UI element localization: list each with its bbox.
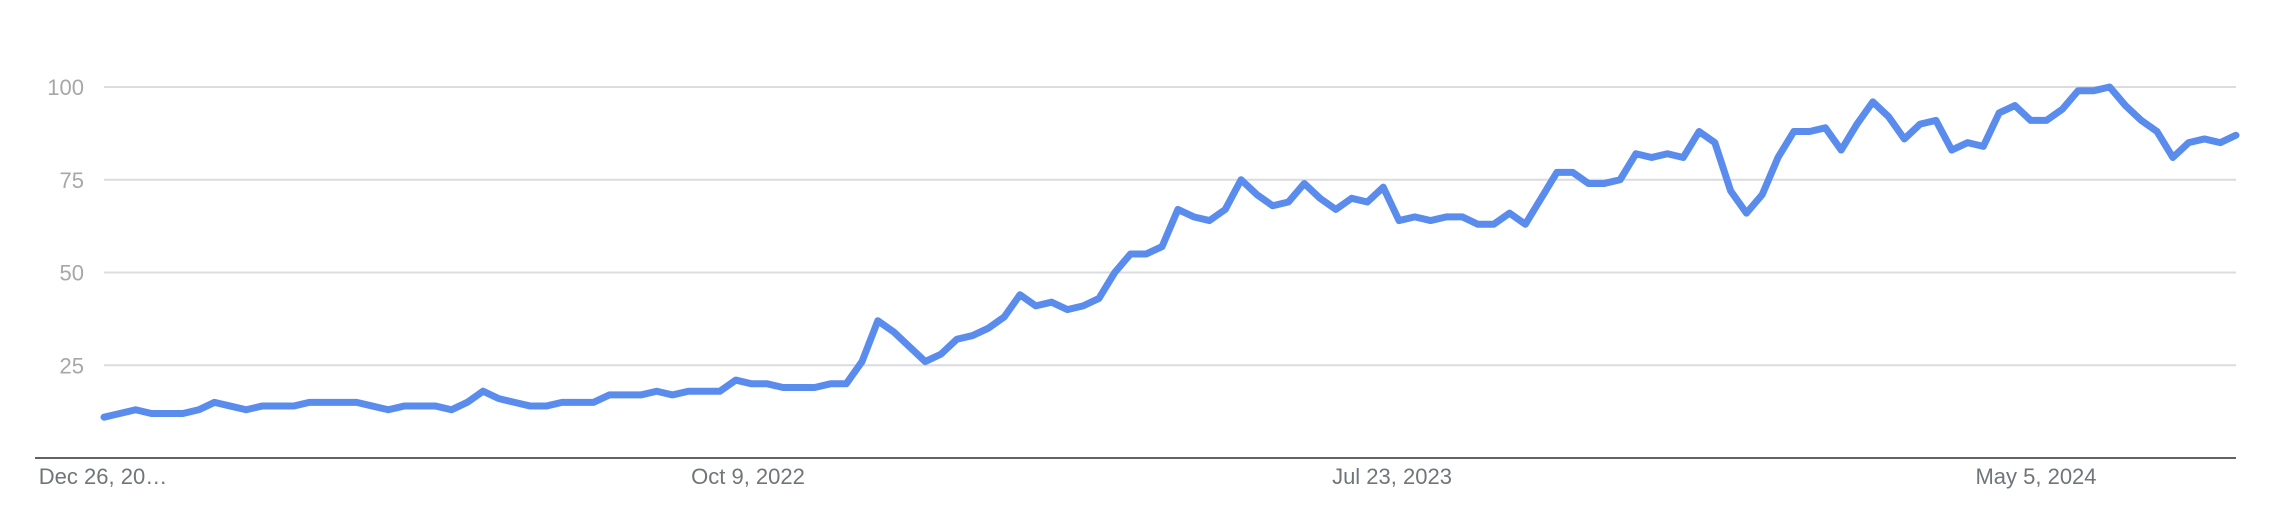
y-tick-label-25: 25 <box>60 353 84 378</box>
y-axis-ticks: 25 50 75 100 <box>47 75 84 378</box>
y-tick-label-75: 75 <box>60 168 84 193</box>
series-layer <box>100 83 2240 421</box>
y-tick-label-50: 50 <box>60 261 84 286</box>
x-tick-label-4: May 5, 2024 <box>1975 464 2096 489</box>
x-tick-label-3: Jul 23, 2023 <box>1332 464 1452 489</box>
x-tick-label-1: Dec 26, 20… <box>39 464 167 489</box>
x-axis-labels: Dec 26, 20… Oct 9, 2022 Jul 23, 2023 May 5,… <box>39 464 2097 489</box>
x-tick-label-2: Oct 9, 2022 <box>691 464 805 489</box>
series-line <box>100 83 2240 421</box>
y-tick-label-100: 100 <box>47 75 84 100</box>
gridlines <box>104 86 2236 367</box>
